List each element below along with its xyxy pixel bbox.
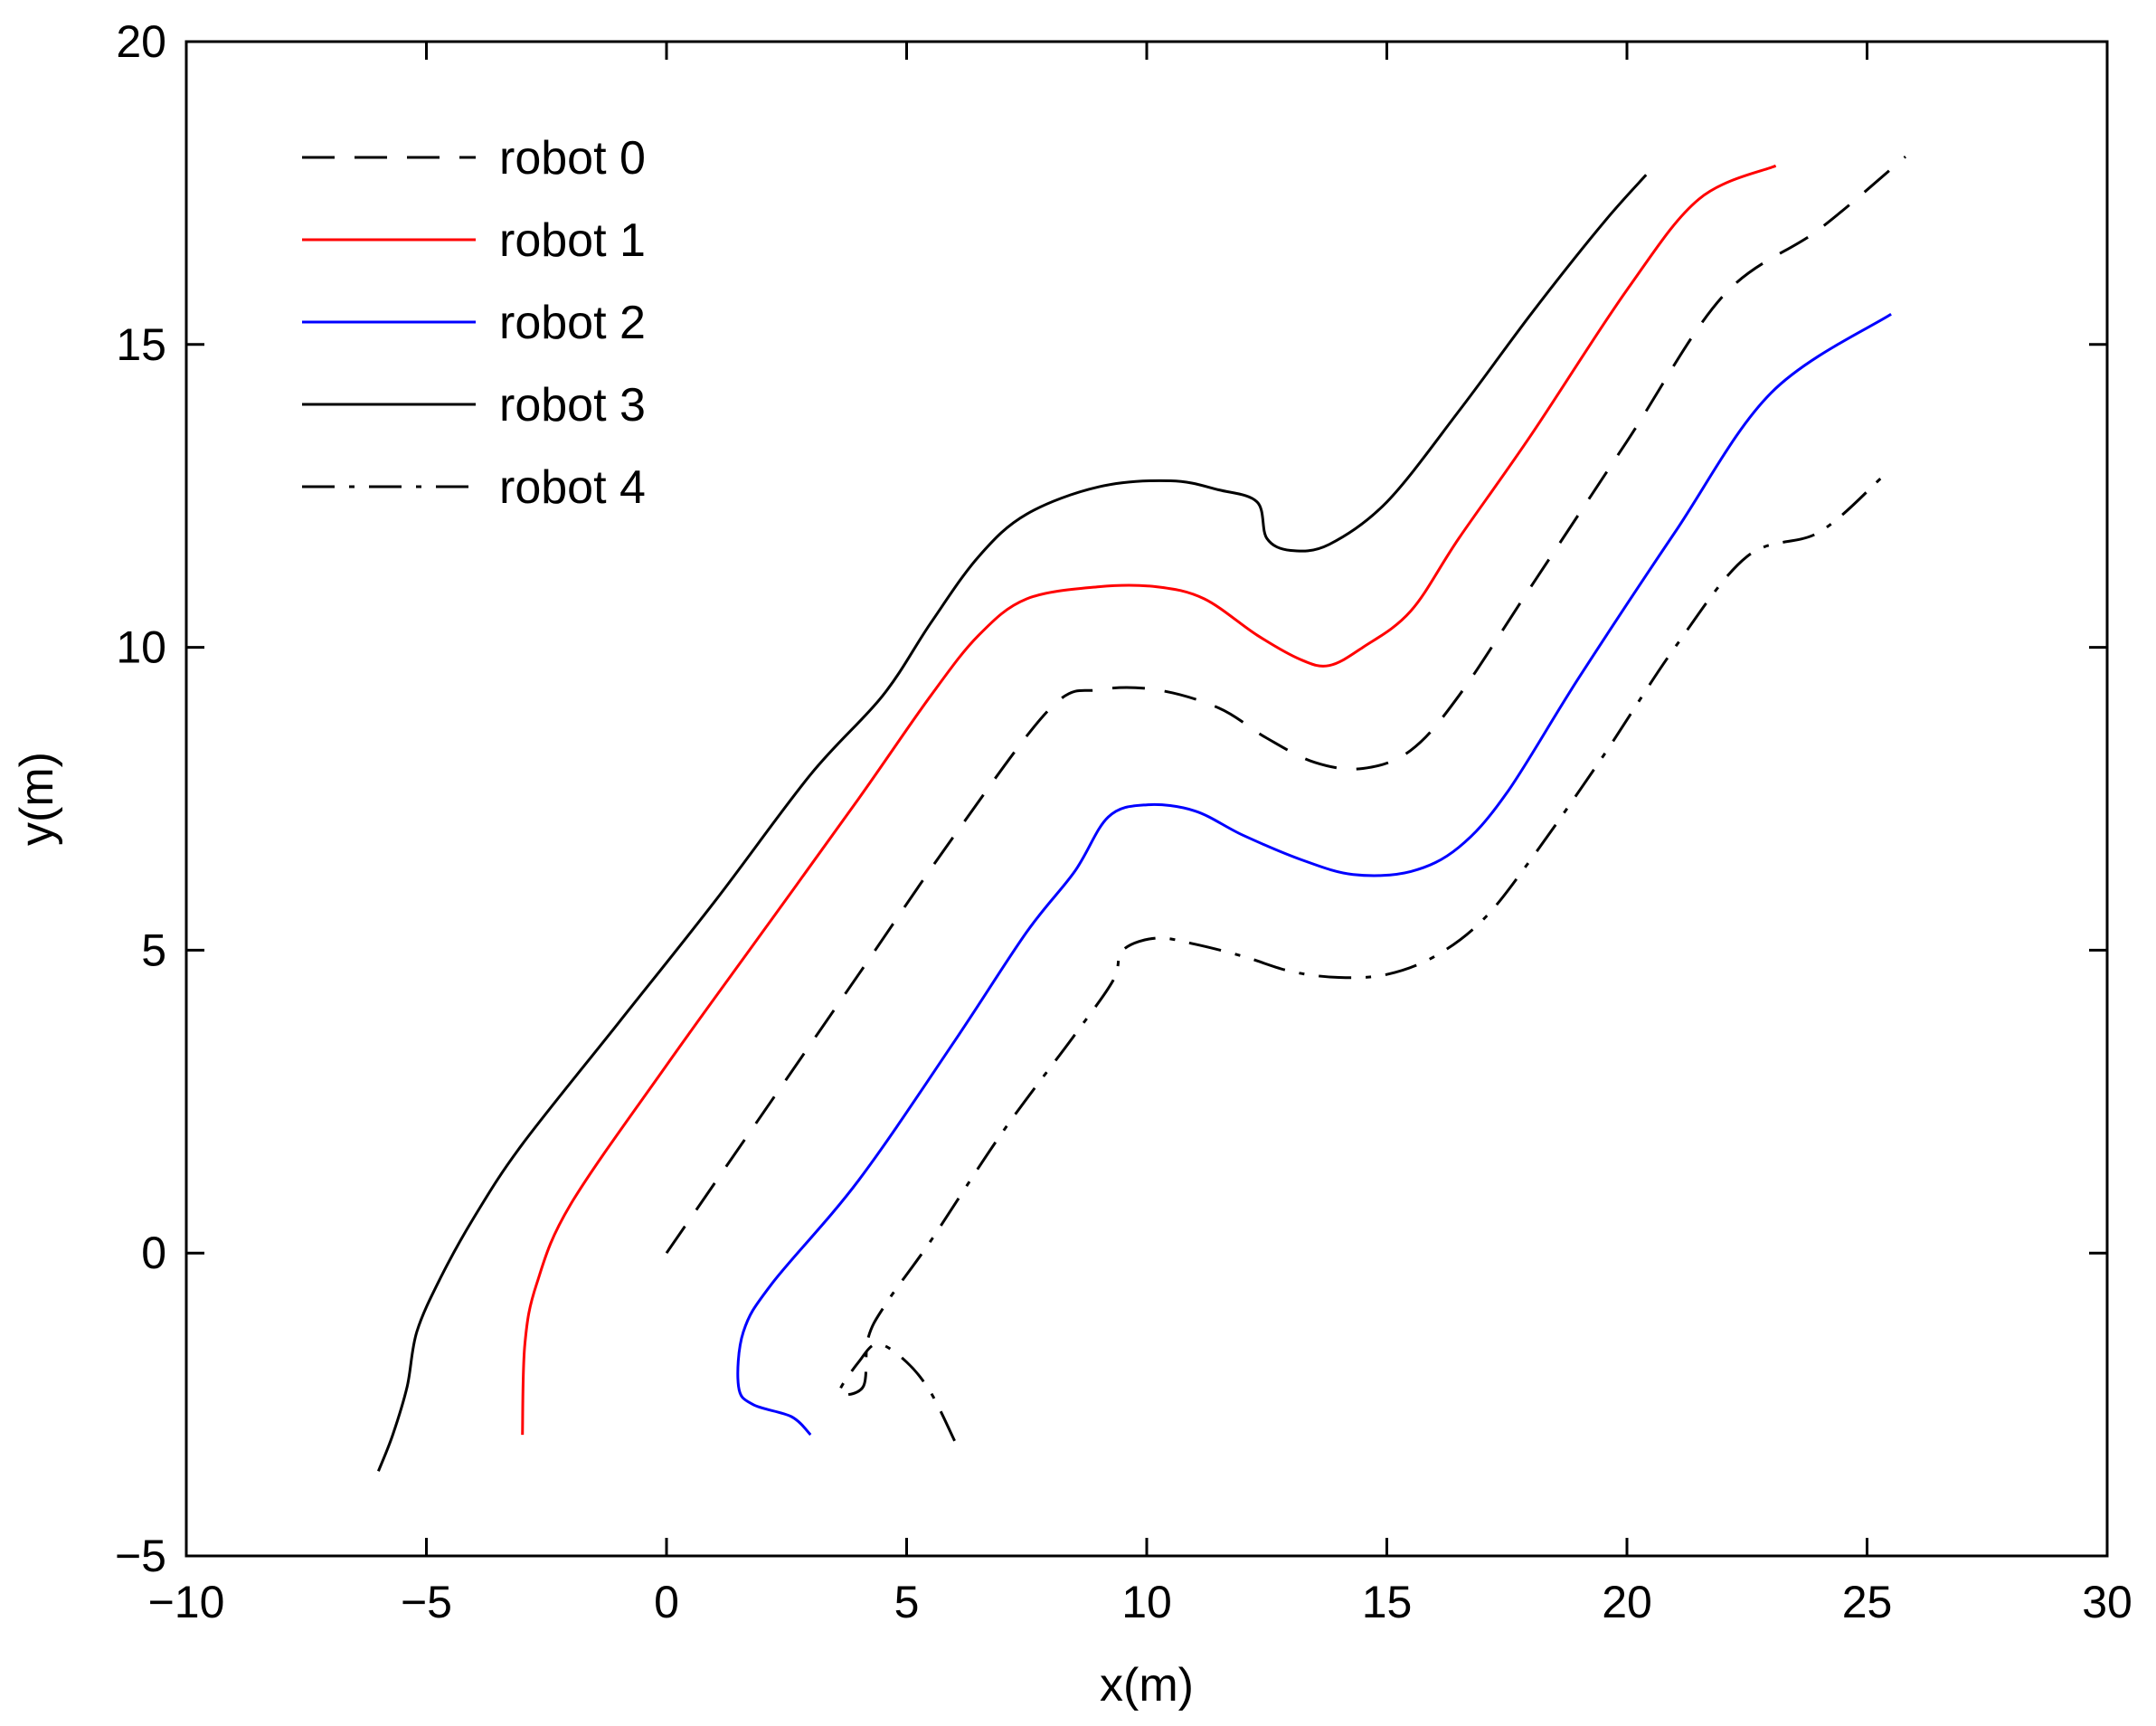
axis-ticks xyxy=(184,40,2109,1558)
x-tick-label: −10 xyxy=(148,1577,225,1627)
y-tick-label: 5 xyxy=(141,925,166,975)
series-line-robot-0 xyxy=(665,156,1906,1255)
legend-label: robot 0 xyxy=(499,132,646,185)
y-axis-label: y(m) xyxy=(11,752,63,846)
x-tick-label: 25 xyxy=(1842,1577,1893,1627)
x-tick-label: 10 xyxy=(1121,1577,1172,1627)
y-tick-label: 0 xyxy=(141,1228,166,1278)
legend-label: robot 1 xyxy=(499,214,646,267)
x-tick-label: 5 xyxy=(894,1577,920,1627)
x-tick-label: 15 xyxy=(1362,1577,1413,1627)
legend: robot 0 robot 1 robot 2 robot 3 robot 4 xyxy=(302,132,646,514)
legend-label: robot 2 xyxy=(499,297,646,349)
x-tick-label: 0 xyxy=(654,1577,679,1627)
y-tick-label: 15 xyxy=(116,319,166,370)
legend-label: robot 4 xyxy=(499,461,646,514)
y-tick-label: 10 xyxy=(116,622,166,673)
series-layer xyxy=(377,156,1906,1472)
y-tick-label: 20 xyxy=(116,16,166,67)
x-axis-label: x(m) xyxy=(1100,1659,1194,1712)
legend-label: robot 3 xyxy=(499,379,646,432)
x-tick-label: −5 xyxy=(401,1577,452,1627)
x-tick-label: 20 xyxy=(1602,1577,1652,1627)
y-tick-label: −5 xyxy=(115,1531,166,1581)
plot-area xyxy=(184,40,2109,1558)
x-tick-label: 30 xyxy=(2082,1577,2132,1627)
series-line-robot-1 xyxy=(521,164,1777,1436)
series-line-robot-3 xyxy=(377,174,1648,1472)
series-line-robot-2 xyxy=(736,313,1892,1437)
